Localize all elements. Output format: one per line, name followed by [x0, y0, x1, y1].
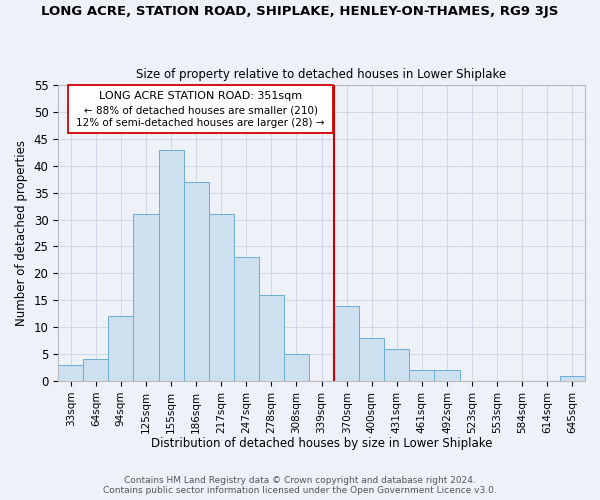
- Bar: [259, 295, 284, 381]
- Text: Contains HM Land Registry data © Crown copyright and database right 2024.
Contai: Contains HM Land Registry data © Crown c…: [103, 476, 497, 495]
- Bar: [209, 214, 234, 381]
- Text: LONG ACRE, STATION ROAD, SHIPLAKE, HENLEY-ON-THAMES, RG9 3JS: LONG ACRE, STATION ROAD, SHIPLAKE, HENLE…: [41, 5, 559, 18]
- Bar: [334, 306, 359, 381]
- Y-axis label: Number of detached properties: Number of detached properties: [15, 140, 28, 326]
- Text: ← 88% of detached houses are smaller (210): ← 88% of detached houses are smaller (21…: [83, 106, 317, 116]
- Text: 12% of semi-detached houses are larger (28) →: 12% of semi-detached houses are larger (…: [76, 118, 325, 128]
- X-axis label: Distribution of detached houses by size in Lower Shiplake: Distribution of detached houses by size …: [151, 437, 493, 450]
- Bar: [409, 370, 434, 381]
- FancyBboxPatch shape: [68, 85, 333, 134]
- Bar: [184, 182, 209, 381]
- Bar: [359, 338, 384, 381]
- Bar: [83, 360, 109, 381]
- Bar: [384, 348, 409, 381]
- Title: Size of property relative to detached houses in Lower Shiplake: Size of property relative to detached ho…: [136, 68, 507, 81]
- Text: LONG ACRE STATION ROAD: 351sqm: LONG ACRE STATION ROAD: 351sqm: [99, 92, 302, 102]
- Bar: [434, 370, 460, 381]
- Bar: [109, 316, 133, 381]
- Bar: [284, 354, 309, 381]
- Bar: [133, 214, 158, 381]
- Bar: [58, 365, 83, 381]
- Bar: [560, 376, 585, 381]
- Bar: [234, 257, 259, 381]
- Bar: [158, 150, 184, 381]
